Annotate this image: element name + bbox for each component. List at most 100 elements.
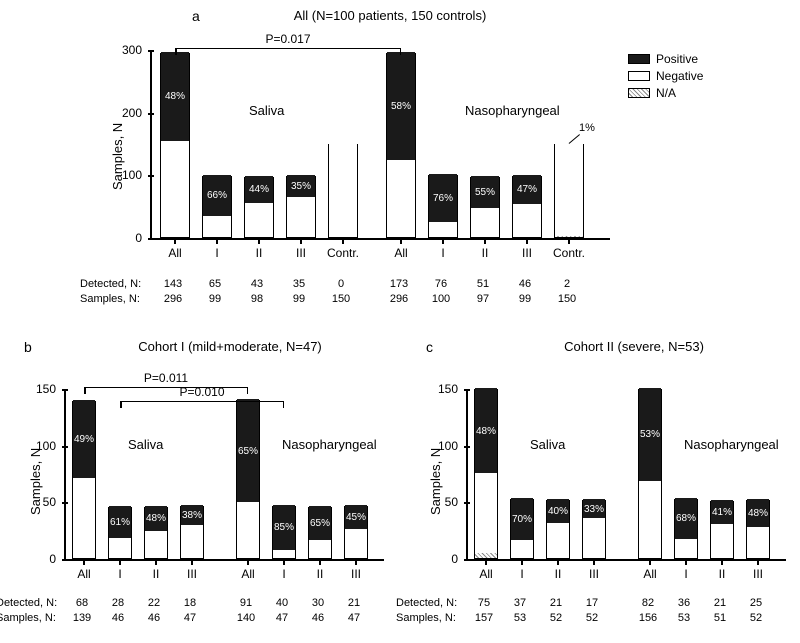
table-cell: 82 <box>642 597 654 609</box>
x-label: II <box>153 567 160 581</box>
bar-saliva-III: 35% <box>286 176 316 238</box>
group-label-saliva: Saliva <box>249 103 284 118</box>
bar-pct: 70% <box>511 514 533 525</box>
callout: 1% <box>579 122 595 134</box>
bar-naso-I: 85% <box>272 506 296 559</box>
legend-label: Positive <box>656 52 698 66</box>
table-cell: 28 <box>112 597 124 609</box>
table-cell: 43 <box>251 278 263 290</box>
x-tick <box>757 559 759 565</box>
panel-a-table: Detected, N:14365433501737651462Samples,… <box>80 278 640 308</box>
bar-pct: 76% <box>429 193 457 204</box>
table-row-label: Samples, N: <box>396 612 456 624</box>
bar-saliva-Contr. <box>328 144 358 238</box>
table-cell: 36 <box>678 597 690 609</box>
panel-a-title: All (N=100 patients, 150 controls) <box>230 8 550 23</box>
panel-a: a All (N=100 patients, 150 controls) Sam… <box>0 0 800 330</box>
x-label: II <box>555 567 562 581</box>
legend-label: N/A <box>656 86 676 100</box>
negative-swatch-icon <box>628 71 650 81</box>
bar-pct: 48% <box>161 91 189 102</box>
x-tick <box>721 559 723 565</box>
legend-label: Negative <box>656 69 703 83</box>
table-row-label: Detected, N: <box>0 597 57 609</box>
x-tick <box>300 238 302 244</box>
table-row-label: Detected, N: <box>80 278 141 290</box>
table-cell: 99 <box>519 293 531 305</box>
x-label: All <box>77 567 90 581</box>
panel-c-chart: 05010015048%All70%I40%II33%IIISaliva53%A… <box>466 389 786 561</box>
x-label: II <box>256 246 263 260</box>
panel-c-table: Detected, N:7537211782362125Samples, N:1… <box>396 597 796 627</box>
table-cell: 65 <box>209 278 221 290</box>
bar-pct: 40% <box>547 506 569 517</box>
bar-naso-III: 48% <box>746 500 770 559</box>
x-label: All <box>394 246 407 260</box>
table-cell: 46 <box>148 612 160 624</box>
x-tick <box>593 559 595 565</box>
p-bracket <box>175 48 401 49</box>
bar-pct: 48% <box>475 426 497 437</box>
table-cell: 21 <box>550 597 562 609</box>
group-label-naso: Nasopharyngeal <box>684 437 779 452</box>
bar-naso-II: 55% <box>470 177 500 238</box>
table-cell: 0 <box>338 278 344 290</box>
bar-saliva-III: 38% <box>180 506 204 559</box>
x-label: III <box>589 567 599 581</box>
x-tick <box>442 238 444 244</box>
panel-b-chart: 05010015049%All61%I48%II38%IIISaliva65%A… <box>64 389 384 561</box>
x-label: I <box>215 246 218 260</box>
table-cell: 51 <box>714 612 726 624</box>
table-cell: 52 <box>586 612 598 624</box>
x-label: Contr. <box>327 246 359 260</box>
x-tick <box>521 559 523 565</box>
table-cell: 51 <box>477 278 489 290</box>
panel-b-title: Cohort I (mild+moderate, N=47) <box>90 339 370 354</box>
x-label: Contr. <box>553 246 585 260</box>
p-value-label: P=0.010 <box>179 385 224 399</box>
bar-naso-Contr. <box>554 144 584 238</box>
bar-pct: 49% <box>73 434 95 445</box>
table-cell: 157 <box>475 612 493 624</box>
legend: Positive Negative N/A <box>628 52 703 103</box>
table-cell: 296 <box>390 293 408 305</box>
bar-pct: 53% <box>639 429 661 440</box>
table-cell: 99 <box>209 293 221 305</box>
bar-pct: 55% <box>471 187 499 198</box>
group-label-naso: Nasopharyngeal <box>465 103 560 118</box>
table-cell: 173 <box>390 278 408 290</box>
bar-naso-III: 45% <box>344 506 368 559</box>
positive-swatch-icon <box>628 54 650 64</box>
panel-c-letter: c <box>426 339 433 355</box>
bar-pct: 44% <box>245 184 273 195</box>
x-label: I <box>441 246 444 260</box>
table-cell: 17 <box>586 597 598 609</box>
table-row-label: Samples, N: <box>80 293 140 305</box>
bar-pct: 45% <box>345 512 367 523</box>
x-label: III <box>351 567 361 581</box>
legend-item-na: N/A <box>628 86 703 100</box>
table-cell: 150 <box>558 293 576 305</box>
bar-pct: 35% <box>287 181 315 192</box>
x-tick <box>319 559 321 565</box>
x-tick <box>485 559 487 565</box>
bar-pct: 38% <box>181 510 203 521</box>
x-label: I <box>118 567 121 581</box>
bar-naso-II: 65% <box>308 507 332 559</box>
panel-c-title: Cohort II (severe, N=53) <box>504 339 764 354</box>
bar-pct: 58% <box>387 101 415 112</box>
bar-naso-I: 76% <box>428 175 458 238</box>
bar-saliva-I: 61% <box>108 507 132 559</box>
x-tick <box>685 559 687 565</box>
table-cell: 46 <box>312 612 324 624</box>
panel-c-ylabel: Samples, N <box>428 448 443 515</box>
table-cell: 52 <box>550 612 562 624</box>
x-tick <box>119 559 121 565</box>
panel-b-letter: b <box>24 339 32 355</box>
panel-a-chart: 010020030048%All66%I44%II35%IIIContr.Sal… <box>150 50 610 240</box>
table-cell: 47 <box>348 612 360 624</box>
table-cell: 18 <box>184 597 196 609</box>
table-cell: 52 <box>750 612 762 624</box>
table-cell: 25 <box>750 597 762 609</box>
x-tick <box>557 559 559 565</box>
